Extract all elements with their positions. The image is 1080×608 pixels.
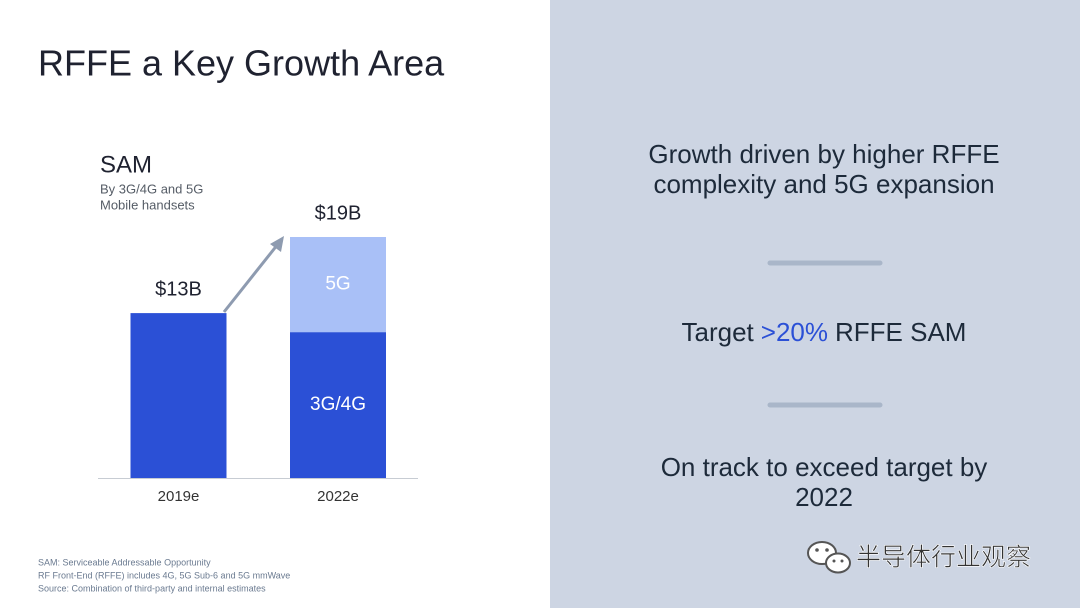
bar-segment [290, 332, 386, 478]
panel-text: On track to exceed target by [661, 452, 988, 482]
wechat-icon [807, 541, 851, 574]
x-tick-label: 2019e [158, 488, 200, 505]
panel-text: 2022 [795, 482, 853, 512]
footnote: Source: Combination of third-party and i… [38, 583, 266, 593]
total-label: $19B [315, 202, 362, 224]
bar-segment [130, 313, 227, 478]
target-text: Target [682, 317, 755, 347]
chart-title: SAM [100, 151, 152, 178]
panel-text: Target >20% RFFE SAM [682, 317, 967, 347]
right-panel [550, 0, 1080, 608]
footnote: RF Front-End (RFFE) includes 4G, 5G Sub-… [38, 570, 290, 580]
bar-segment [290, 237, 386, 333]
target-highlight: >20% [761, 317, 828, 347]
bars: 2019e $13B 2022e $19B 3G/4G 5G [130, 202, 386, 505]
segment-label: 5G [325, 274, 350, 295]
chart-subtitle: By 3G/4G and 5G [100, 181, 203, 196]
x-tick-label: 2022e [317, 488, 359, 505]
watermark: 半导体行业观察 [856, 544, 1031, 572]
target-text: RFFE SAM [835, 317, 966, 347]
slide-title: RFFE a Key Growth Area [38, 43, 445, 84]
segment-label: 3G/4G [310, 394, 366, 415]
panel-text: Growth driven by higher RFFE [648, 139, 999, 169]
panel-text: complexity and 5G expansion [653, 169, 994, 199]
growth-arrow [222, 236, 284, 313]
left-panel [0, 0, 550, 608]
chart-subtitle: Mobile handsets [100, 197, 195, 212]
footnote: SAM: Serviceable Addressable Opportunity [38, 557, 211, 567]
total-label: $13B [155, 278, 202, 300]
